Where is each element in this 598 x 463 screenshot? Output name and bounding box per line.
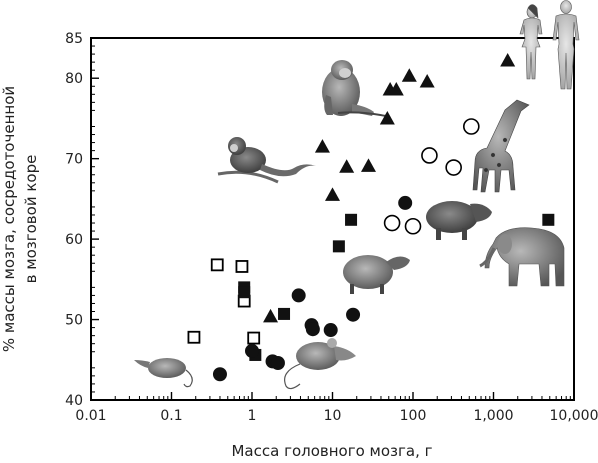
data-point-square-filled <box>278 307 291 320</box>
data-point-circle-open <box>445 159 462 176</box>
giraffe-illustration <box>472 99 530 193</box>
x-tick-label: 1 <box>248 408 257 424</box>
data-point-circle-filled <box>323 323 338 338</box>
data-point-circle-filled <box>212 367 227 382</box>
data-point-circle-filled <box>398 195 413 210</box>
marmoset-illustration <box>217 137 316 184</box>
data-point-circle-open <box>463 118 480 135</box>
data-markers <box>187 53 555 382</box>
data-point-triangle-filled <box>314 139 330 153</box>
data-point-circle-filled <box>291 288 306 303</box>
data-point-square-filled <box>332 240 345 253</box>
data-point-square-open <box>210 258 224 272</box>
y-axis-title-line1: % массы мозга, сосредоточенной <box>0 86 18 352</box>
human-female-illustration <box>519 4 543 80</box>
data-point-triangle-filled <box>339 159 355 173</box>
rat-illustration <box>134 358 193 388</box>
human-figures-illustration <box>519 0 580 90</box>
data-point-square-filled <box>345 213 358 226</box>
x-tick-label: 10 <box>324 408 342 424</box>
elephant-illustration <box>479 227 565 287</box>
data-point-square-open <box>187 330 201 344</box>
data-point-triangle-filled <box>263 308 279 323</box>
x-axis-title: Масса головного мозга, г <box>231 442 432 460</box>
data-point-triangle-filled <box>388 81 404 96</box>
data-point-square-filled <box>542 213 555 226</box>
data-point-square-open <box>235 260 249 273</box>
y-tick-label: 70 <box>65 152 83 168</box>
data-point-circle-filled <box>346 307 361 322</box>
data-point-circle-filled <box>305 322 320 337</box>
y-axis-title-line2: в мозговой коре <box>22 155 40 284</box>
x-tick-label: 0.1 <box>160 408 182 424</box>
axis-layer: 0.01 0.1 1 10 100 1,000 10,000 40 50 60 70 80 85 <box>65 31 598 424</box>
data-point-circle-open <box>404 217 422 235</box>
x-tick-label: 0.01 <box>75 408 106 424</box>
animal-illustrations <box>134 0 580 390</box>
data-point-circle-open <box>421 147 438 164</box>
data-point-square-open <box>247 331 261 345</box>
y-tick-label: 60 <box>65 232 83 248</box>
data-point-triangle-filled <box>360 158 376 172</box>
agouti-illustration <box>343 255 410 294</box>
data-point-triangle-filled <box>401 68 417 82</box>
x-tick-label: 100 <box>400 408 427 424</box>
data-point-circle-filled <box>245 343 259 358</box>
capybara-illustration <box>426 201 492 240</box>
x-tick-label: 1,000 <box>473 408 513 424</box>
data-point-triangle-filled <box>325 187 340 201</box>
mouse-illustration <box>284 338 356 390</box>
data-point-triangle-filled <box>419 73 435 88</box>
monkey-illustration <box>322 60 387 117</box>
data-point-circle-open <box>383 214 401 232</box>
data-point-triangle-filled <box>379 110 395 125</box>
y-tick-label: 85 <box>65 31 83 47</box>
y-tick-label: 40 <box>65 393 83 409</box>
data-point-triangle-filled <box>500 53 516 67</box>
y-tick-label: 80 <box>65 71 83 87</box>
data-point-circle-filled <box>270 355 285 370</box>
human-male-illustration <box>552 0 580 90</box>
x-tick-label: 10,000 <box>550 408 598 424</box>
y-tick-label: 50 <box>65 313 83 329</box>
data-point-square-filled <box>238 286 251 299</box>
